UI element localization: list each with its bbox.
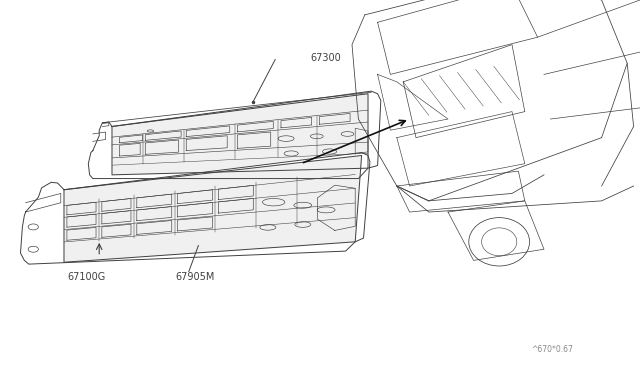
Polygon shape xyxy=(88,91,381,179)
Polygon shape xyxy=(20,153,370,264)
Text: 67905M: 67905M xyxy=(175,272,215,282)
Polygon shape xyxy=(64,155,362,262)
Text: 67100G: 67100G xyxy=(67,272,106,282)
Text: ^670*0.67: ^670*0.67 xyxy=(531,345,573,354)
Polygon shape xyxy=(112,94,368,175)
Text: 67300: 67300 xyxy=(310,53,341,62)
